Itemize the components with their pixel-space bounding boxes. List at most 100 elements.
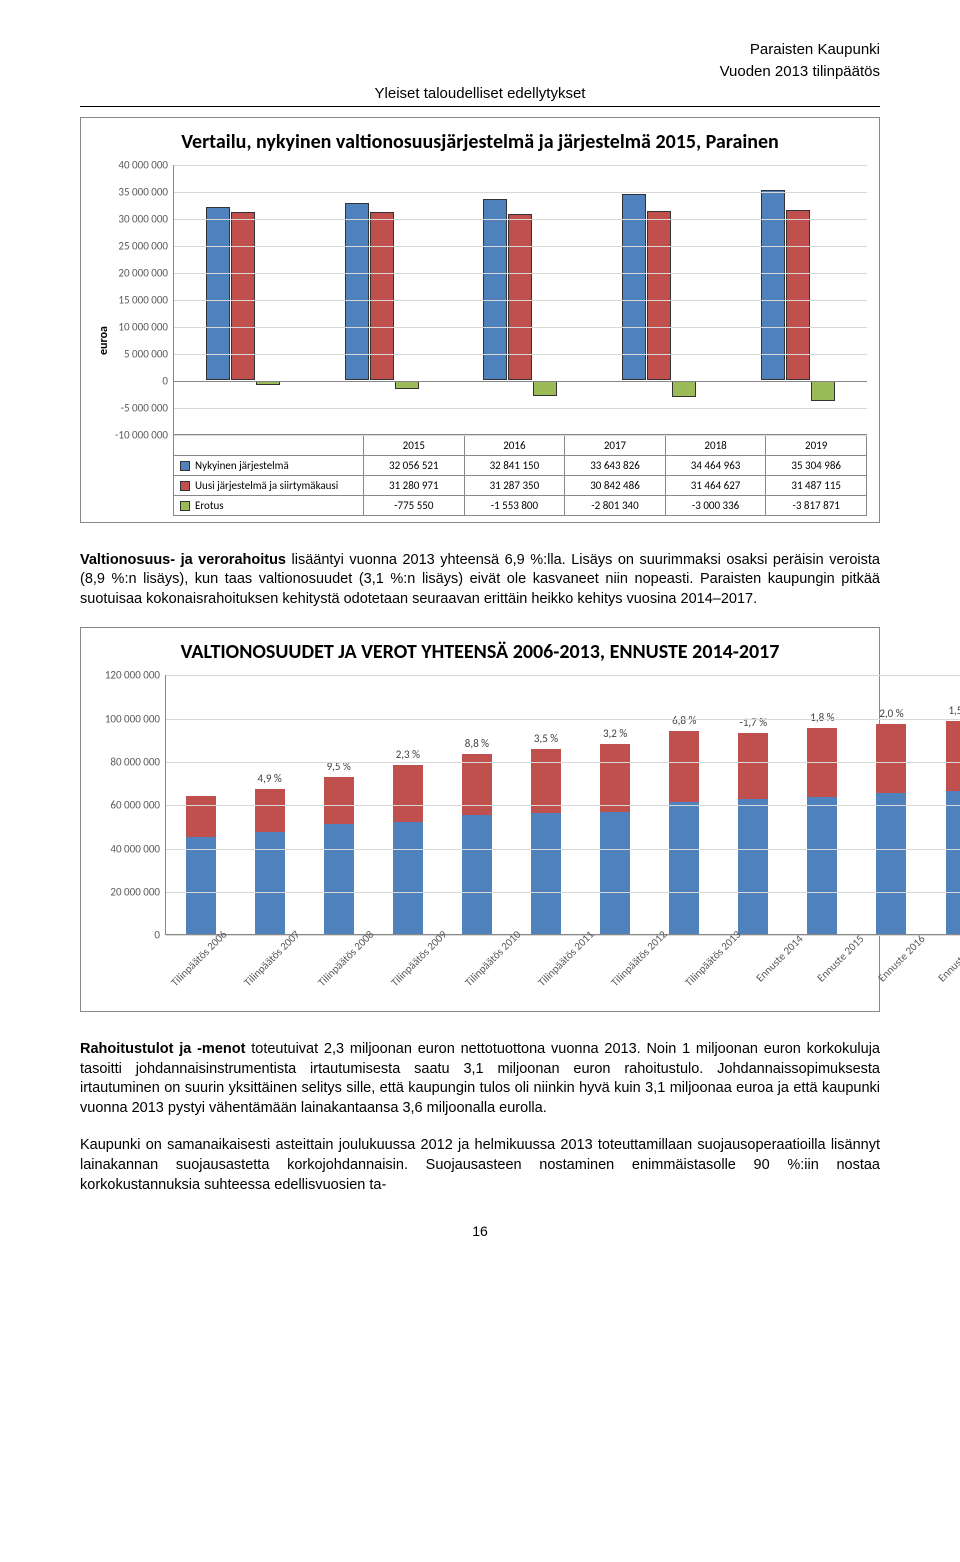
chart2-bar <box>186 796 216 935</box>
chart1-bar <box>786 210 810 380</box>
chart2-bar <box>324 777 354 934</box>
chart1-ytick: 40 000 000 <box>118 158 174 171</box>
chart1-value: 33 643 826 <box>565 455 666 475</box>
chart1-value: -2 801 340 <box>565 495 666 515</box>
chart2-title: VALTIONOSUUDET JA VEROT YHTEENSÄ 2006-20… <box>93 640 867 665</box>
chart1-ytick: 25 000 000 <box>118 239 174 252</box>
chart1-bar <box>395 381 419 389</box>
chart1-value: 31 464 627 <box>665 475 766 495</box>
chart2-xlabel: Ennuste 2014 <box>754 933 806 985</box>
chart1-category: 2016 <box>464 435 565 455</box>
chart1-series-name: Uusi järjestelmä ja siirtymäkausi <box>174 475 364 495</box>
chart1-value: -775 550 <box>364 495 465 515</box>
chart2-plot-area: 4,9 %9,5 %2,3 %8,8 %3,5 %3,2 %6,8 %-1,7 … <box>165 675 960 935</box>
chart2-ytick: 40 000 000 <box>110 842 166 855</box>
chart1-series-name: Erotus <box>174 495 364 515</box>
chart1-bar <box>508 214 532 381</box>
chart1-plot-area: -10 000 000-5 000 00005 000 00010 000 00… <box>173 165 867 435</box>
chart2-bar-label: 3,2 % <box>603 727 627 740</box>
header-doc: Vuoden 2013 tilinpäätös <box>80 62 880 82</box>
chart2-xlabel: Tilinpäätös 2012 <box>609 928 670 989</box>
chart1-ytick: 30 000 000 <box>118 212 174 225</box>
chart2-ytick: 60 000 000 <box>110 799 166 812</box>
para2-lead: Rahoitustulot ja -menot <box>80 1041 245 1057</box>
chart2-xlabel: Ennuste 2016 <box>875 933 927 985</box>
chart2-ytick: 20 000 000 <box>110 885 166 898</box>
chart1-value: -3 000 336 <box>665 495 766 515</box>
chart1-title: Vertailu, nykyinen valtionosuusjärjestel… <box>93 130 867 155</box>
chart2-bar <box>738 733 768 934</box>
chart2-bar <box>462 754 492 934</box>
chart1-category: 2017 <box>565 435 666 455</box>
chart1-ylabel: euroa <box>93 165 111 516</box>
paragraph-3: Kaupunki on samanaikaisesti asteittain j… <box>80 1136 880 1195</box>
chart2-bar <box>255 789 285 934</box>
chart1-value: 30 842 486 <box>565 475 666 495</box>
header-org: Paraisten Kaupunki <box>80 40 880 60</box>
chart1-ytick: 5 000 000 <box>124 347 174 360</box>
chart1-value: 32 056 521 <box>364 455 465 475</box>
chart2-bar-label: 1,5 % <box>948 704 960 717</box>
chart1-bar <box>533 381 557 396</box>
chart2-ytick: 100 000 000 <box>105 712 166 725</box>
chart2-bar <box>600 744 630 935</box>
chart2-xlabel: Tilinpäätös 2011 <box>535 928 596 989</box>
chart1-category: 2015 <box>364 435 465 455</box>
chart1-value: 32 841 150 <box>464 455 565 475</box>
chart1-ytick: 35 000 000 <box>118 185 174 198</box>
chart1-value: -1 553 800 <box>464 495 565 515</box>
chart1-value: 31 280 971 <box>364 475 465 495</box>
chart2-bar-label: 4,9 % <box>258 772 282 785</box>
chart1-bar <box>206 207 230 380</box>
chart1-category: 2019 <box>766 435 867 455</box>
chart2-xlabel: Ennuste 2015 <box>814 933 866 985</box>
chart1-data-table: 20152016201720182019 Nykyinen järjestelmä… <box>173 435 867 516</box>
chart1-value: -3 817 871 <box>766 495 867 515</box>
chart2-xlabel: Ennuste 2017 <box>936 933 960 985</box>
chart1-ytick: 10 000 000 <box>118 320 174 333</box>
chart2-bar <box>876 724 906 934</box>
chart2-bar <box>946 721 960 934</box>
chart2-bar <box>807 728 837 934</box>
chart2-xlabel: Tilinpäätös 2007 <box>242 928 303 989</box>
chart2-bar <box>393 765 423 934</box>
chart2-ytick: 0 <box>154 929 166 942</box>
chart1-ytick: -5 000 000 <box>121 401 174 414</box>
paragraph-2: Rahoitustulot ja -menot toteutuivat 2,3 … <box>80 1040 880 1118</box>
chart1-ytick: 20 000 000 <box>118 266 174 279</box>
header-section: Yleiset taloudelliset edellytykset <box>80 85 880 102</box>
page-number: 16 <box>80 1223 880 1239</box>
chart2-ytick: 120 000 000 <box>105 669 166 682</box>
chart2-xlabel: Tilinpäätös 2006 <box>168 928 229 989</box>
chart2-bar <box>531 749 561 934</box>
chart1-frame: Vertailu, nykyinen valtionosuusjärjestel… <box>80 117 880 523</box>
chart1-value: 31 487 115 <box>766 475 867 495</box>
chart1-ytick: 0 <box>162 374 174 387</box>
chart2-bar-label: 3,5 % <box>534 732 558 745</box>
chart1-category: 2018 <box>665 435 766 455</box>
chart2-bar-label: 8,8 % <box>465 737 489 750</box>
chart1-value: 34 464 963 <box>665 455 766 475</box>
chart2-xlabel: Tilinpäätös 2009 <box>389 928 450 989</box>
chart1-bar <box>811 381 835 402</box>
chart2-xlabel: Tilinpäätös 2008 <box>315 928 376 989</box>
chart2-ytick: 80 000 000 <box>110 755 166 768</box>
chart1-series-name: Nykyinen järjestelmä <box>174 455 364 475</box>
chart2-frame: VALTIONOSUUDET JA VEROT YHTEENSÄ 2006-20… <box>80 627 880 1012</box>
chart2-bar-label: 2,3 % <box>396 748 420 761</box>
chart1-value: 31 287 350 <box>464 475 565 495</box>
para1-lead: Valtionosuus- ja verorahoitus <box>80 552 286 568</box>
chart1-value: 35 304 986 <box>766 455 867 475</box>
chart1-ytick: 15 000 000 <box>118 293 174 306</box>
chart1-bar <box>647 211 671 381</box>
paragraph-1: Valtionosuus- ja verorahoitus lisääntyi … <box>80 551 880 610</box>
chart2-xlabel: Tilinpäätös 2013 <box>682 928 743 989</box>
chart1-bar <box>672 381 696 397</box>
chart1-ytick: -10 000 000 <box>115 428 174 441</box>
chart1-bar <box>231 212 255 381</box>
chart1-bar <box>370 212 394 381</box>
chart2-xlabels: Tilinpäätös 2006Tilinpäätös 2007Tilinpää… <box>165 935 960 1005</box>
chart2-xlabel: Tilinpäätös 2010 <box>462 928 523 989</box>
chart2-bar-label: 6,8 % <box>672 714 696 727</box>
header-rule <box>80 106 880 107</box>
